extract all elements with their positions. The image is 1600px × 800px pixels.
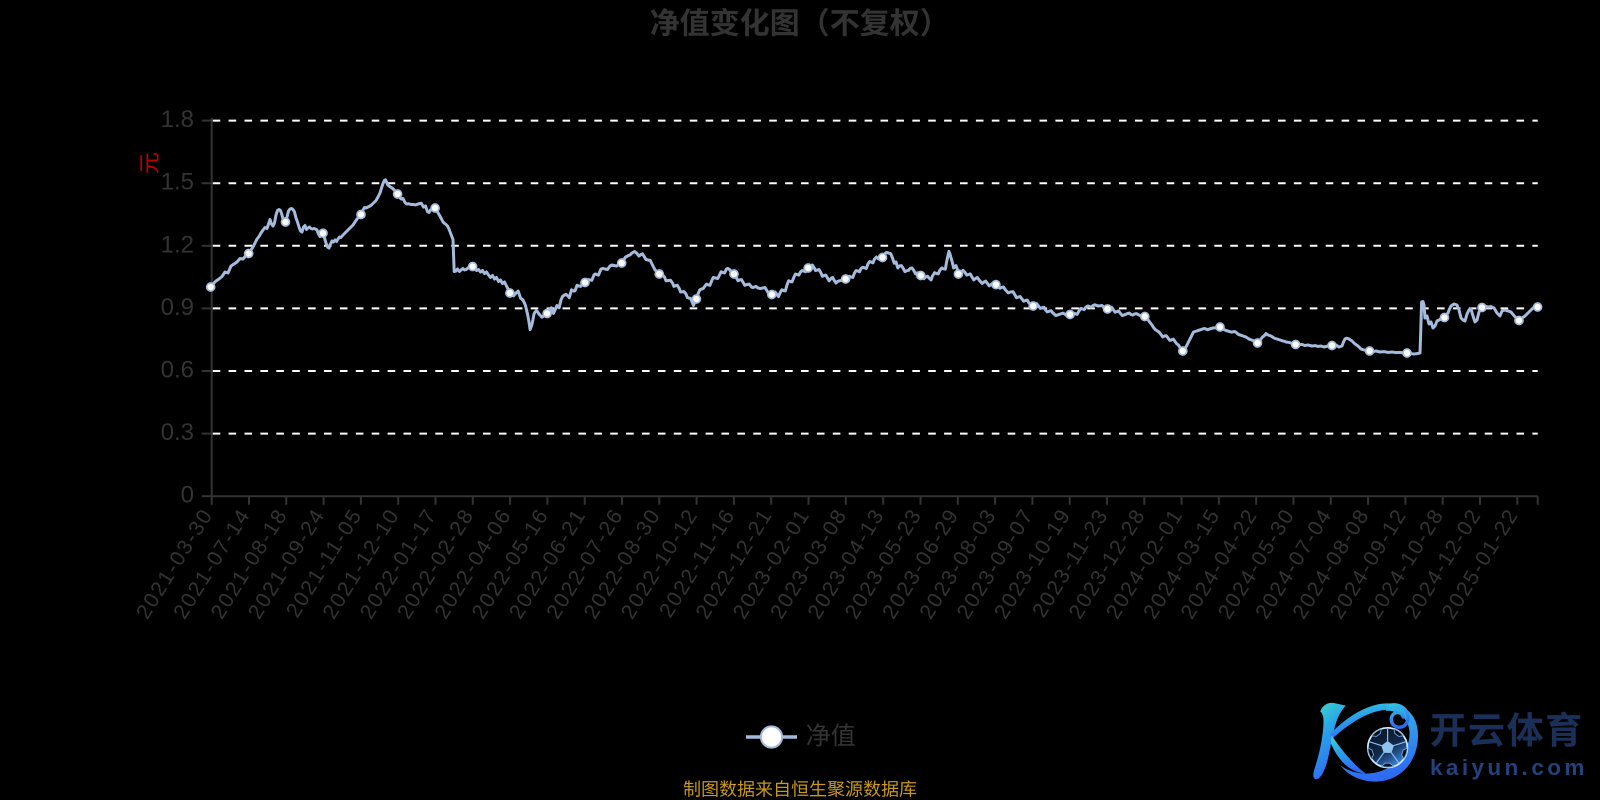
svg-text:0.6: 0.6 bbox=[161, 357, 194, 384]
svg-text:1.2: 1.2 bbox=[161, 231, 194, 258]
svg-text:0.3: 0.3 bbox=[161, 419, 194, 446]
svg-text:kaiyun.com: kaiyun.com bbox=[1430, 755, 1588, 780]
svg-text:0: 0 bbox=[181, 482, 194, 509]
svg-text:1.8: 1.8 bbox=[161, 106, 194, 133]
svg-text:0.9: 0.9 bbox=[161, 294, 194, 321]
svg-text:1.5: 1.5 bbox=[161, 169, 194, 196]
